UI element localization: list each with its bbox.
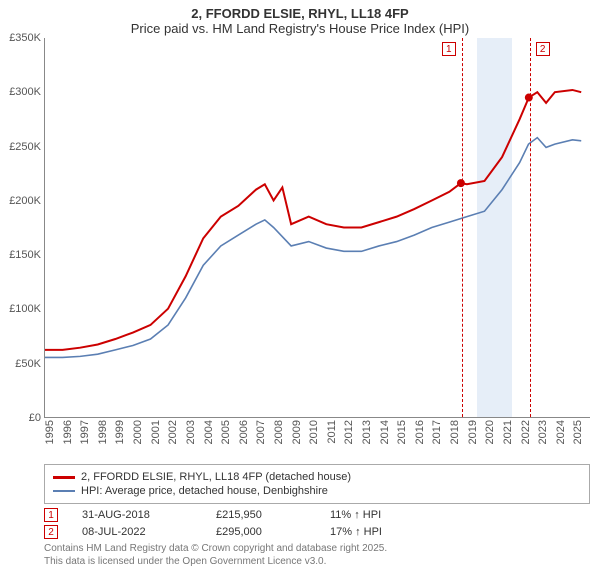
y-tick-label: £50K	[15, 358, 41, 370]
y-tick-label: £100K	[9, 303, 41, 315]
sale-marker-badge: 1	[442, 42, 456, 56]
footer-line2: This data is licensed under the Open Gov…	[44, 555, 590, 568]
sale-price: £215,950	[216, 509, 306, 521]
x-tick-label: 2021	[502, 420, 514, 444]
x-tick-label: 2002	[167, 420, 179, 444]
legend-label: HPI: Average price, detached house, Denb…	[81, 485, 328, 497]
x-tick-label: 2023	[537, 420, 549, 444]
y-tick-label: £300K	[9, 86, 41, 98]
legend: 2, FFORDD ELSIE, RHYL, LL18 4FP (detache…	[44, 464, 590, 504]
x-tick-label: 2019	[467, 420, 479, 444]
x-tick-label: 2024	[555, 420, 567, 444]
sale-row: 2 08-JUL-2022 £295,000 17% ↑ HPI	[44, 525, 590, 539]
x-tick-label: 2008	[273, 420, 285, 444]
x-tick-label: 1996	[62, 420, 74, 444]
x-tick-label: 2000	[132, 420, 144, 444]
x-tick-label: 2009	[291, 420, 303, 444]
chart-title: 2, FFORDD ELSIE, RHYL, LL18 4FP Price pa…	[0, 0, 600, 38]
x-tick-label: 2015	[396, 420, 408, 444]
sale-marker-line	[530, 38, 531, 417]
legend-label: 2, FFORDD ELSIE, RHYL, LL18 4FP (detache…	[81, 471, 351, 483]
y-tick-label: £150K	[9, 249, 41, 261]
x-tick-label: 2013	[361, 420, 373, 444]
sale-hpi-delta: 11% ↑ HPI	[330, 509, 410, 521]
x-tick-label: 1999	[114, 420, 126, 444]
x-tick-label: 2011	[326, 420, 338, 444]
chart-plot-area: £0£50K£100K£150K£200K£250K£300K£350K12	[44, 38, 590, 418]
sale-row: 1 31-AUG-2018 £215,950 11% ↑ HPI	[44, 508, 590, 522]
sale-markers-table: 1 31-AUG-2018 £215,950 11% ↑ HPI 2 08-JU…	[44, 508, 590, 539]
sale-date: 08-JUL-2022	[82, 526, 192, 538]
x-tick-label: 2022	[520, 420, 532, 444]
sale-marker-line	[462, 38, 463, 417]
y-tick-label: £0	[29, 412, 41, 424]
sale-hpi-delta: 17% ↑ HPI	[330, 526, 410, 538]
x-tick-label: 2001	[150, 420, 162, 444]
x-tick-label: 1998	[97, 420, 109, 444]
x-tick-label: 2016	[414, 420, 426, 444]
y-tick-label: £250K	[9, 141, 41, 153]
series-line	[45, 138, 581, 358]
x-axis-labels: 1995 1996 1997 1998 1999 2000 2001 2002 2003 2004…	[44, 418, 590, 458]
x-tick-label: 2012	[343, 420, 355, 444]
title-line1: 2, FFORDD ELSIE, RHYL, LL18 4FP	[0, 6, 600, 21]
series-line	[45, 90, 581, 350]
x-tick-label: 2017	[431, 420, 443, 444]
sale-marker-badge: 1	[44, 508, 58, 522]
x-tick-label: 2014	[379, 420, 391, 444]
footer-attributions: Contains HM Land Registry data © Crown c…	[44, 542, 590, 568]
legend-swatch	[53, 476, 75, 479]
sale-marker-badge: 2	[536, 42, 550, 56]
line-series-svg	[45, 38, 590, 417]
sale-price: £295,000	[216, 526, 306, 538]
y-tick-label: £200K	[9, 195, 41, 207]
x-tick-label: 1995	[44, 420, 56, 444]
x-tick-label: 2020	[484, 420, 496, 444]
x-tick-label: 2005	[220, 420, 232, 444]
plot-region: £0£50K£100K£150K£200K£250K£300K£350K12	[44, 38, 590, 418]
x-tick-label: 2004	[203, 420, 215, 444]
legend-row: 2, FFORDD ELSIE, RHYL, LL18 4FP (detache…	[53, 471, 581, 483]
footer-line1: Contains HM Land Registry data © Crown c…	[44, 542, 590, 555]
sale-marker-badge: 2	[44, 525, 58, 539]
x-tick-label: 2018	[449, 420, 461, 444]
x-tick-label: 2025	[572, 420, 584, 444]
title-line2: Price paid vs. HM Land Registry's House …	[0, 21, 600, 36]
x-tick-label: 2010	[308, 420, 320, 444]
x-tick-label: 2003	[185, 420, 197, 444]
x-tick-label: 2007	[255, 420, 267, 444]
x-tick-label: 1997	[79, 420, 91, 444]
x-tick-label: 2006	[238, 420, 250, 444]
y-tick-label: £350K	[9, 32, 41, 44]
sale-date: 31-AUG-2018	[82, 509, 192, 521]
legend-row: HPI: Average price, detached house, Denb…	[53, 485, 581, 497]
legend-swatch	[53, 490, 75, 492]
